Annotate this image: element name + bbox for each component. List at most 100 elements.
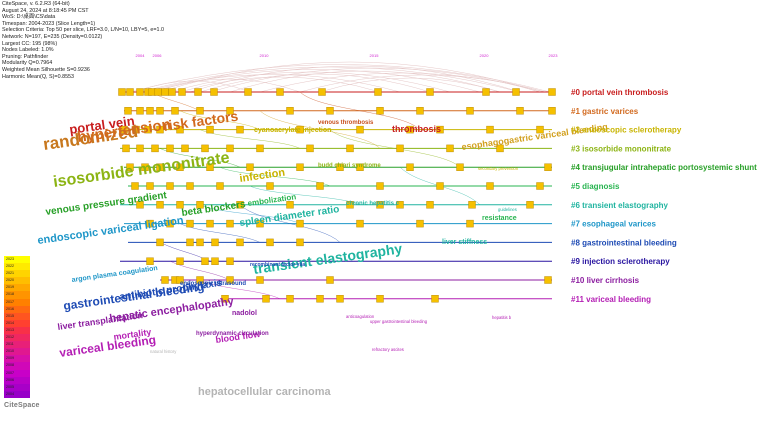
keyword-node — [446, 144, 454, 153]
cooccurrence-link — [259, 110, 381, 149]
legend-year-swatch: 2004 — [4, 390, 30, 398]
cluster-label: #11 variceal bleeding — [571, 295, 651, 304]
keyword-node — [186, 182, 194, 190]
keyword-node — [196, 107, 204, 115]
citespace-logo: CiteSpace — [4, 402, 40, 409]
keyword-label: chronic hepatitis c — [346, 201, 400, 207]
summary-line: Weighted Mean Silhouette S=0.9236 — [2, 66, 90, 73]
keyword-node — [146, 182, 154, 190]
keyword-node — [356, 125, 364, 134]
keyword-node — [226, 219, 234, 228]
legend-year-swatch: 2018 — [4, 291, 30, 299]
keyword-node — [206, 219, 214, 228]
keyword-node — [296, 163, 304, 171]
keyword-node — [176, 257, 184, 265]
citation-arc — [199, 73, 431, 93]
keyword-node — [374, 88, 382, 96]
cluster-label: #10 liver cirrhosis — [571, 276, 640, 285]
keyword-node — [201, 144, 209, 153]
keyword-node — [156, 125, 164, 134]
keyword-node — [144, 125, 152, 134]
keyword-node — [296, 238, 304, 247]
keyword-node — [346, 144, 354, 153]
keyword-node — [211, 238, 219, 247]
keyword-node — [146, 219, 154, 228]
keyword-node — [236, 238, 244, 247]
keyword-node — [226, 144, 234, 153]
keyword-node — [120, 125, 128, 134]
year-tick-label: 2020 — [480, 53, 490, 58]
keyword-label: argon plasma coagulation — [71, 265, 158, 284]
citation-arc — [179, 76, 381, 93]
keyword-node — [166, 182, 174, 190]
legend-year-swatch: 2017 — [4, 298, 30, 306]
cluster-label: #0 portal vein thrombosis — [571, 88, 669, 97]
legend-year-swatch: 2008 — [4, 362, 30, 370]
legend-year-swatch: 2013 — [4, 326, 30, 335]
year-tick-label: 2023 — [549, 53, 559, 58]
keyword-label: infection — [239, 167, 286, 185]
keyword-node — [186, 238, 194, 247]
keyword-node — [244, 88, 252, 96]
summary-line: August 24, 2024 at 8:18:45 PM CST — [2, 7, 89, 14]
keyword-node — [236, 125, 244, 134]
keyword-node — [396, 144, 404, 153]
keyword-node — [176, 201, 184, 209]
keyword-node — [256, 219, 264, 228]
legend-year-swatch: 2011 — [4, 341, 30, 349]
keyword-node — [256, 144, 264, 153]
keyword-node — [206, 163, 214, 171]
keyword-node — [276, 88, 284, 96]
keyword-node — [196, 238, 204, 247]
year-tick-label: 2015 — [370, 53, 380, 58]
keyword-node — [512, 88, 520, 96]
keyword-node — [406, 125, 414, 134]
keyword-node — [171, 107, 179, 115]
keyword-node — [161, 276, 169, 284]
citation-arc — [169, 71, 451, 93]
legend-year-swatch: 2009 — [4, 355, 30, 363]
cluster-label: #4 transjugular intrahepatic portosystem… — [571, 163, 757, 172]
keyword-label: endoscopic ultrasound — [180, 281, 246, 287]
cooccurrence-link — [299, 91, 421, 130]
keyword-label: hepatitis b — [492, 315, 512, 320]
keyword-node — [124, 107, 132, 115]
keyword-node — [336, 295, 344, 303]
keyword-node — [406, 163, 414, 171]
citation-arc — [129, 64, 551, 93]
keyword-label: refractory ascites — [372, 347, 404, 352]
keyword-label: liver stiffness — [442, 239, 487, 246]
keyword-node — [156, 107, 164, 115]
legend-year-swatch: 2014 — [4, 319, 30, 327]
keyword-node — [176, 276, 184, 284]
keyword-node — [296, 125, 304, 134]
keyword-node — [326, 276, 334, 284]
cluster-label: #2 endoscopic sclerotherapy — [571, 126, 682, 135]
keyword-label: anticoagulation — [346, 314, 375, 319]
keyword-label: budd chiari syndrome — [318, 163, 381, 169]
keyword-node — [226, 257, 234, 265]
cooccurrence-link — [199, 204, 301, 224]
cooccurrence-link — [329, 129, 461, 168]
summary-line: Modularity Q=0.7964 — [2, 60, 53, 67]
keyword-node — [286, 107, 294, 115]
keyword-node — [136, 107, 144, 115]
keyword-node — [118, 88, 126, 96]
keyword-node — [376, 182, 384, 190]
keyword-node — [151, 144, 159, 153]
cooccurrence-link — [169, 260, 231, 281]
keyword-label: beta blockers — [181, 199, 247, 219]
summary-line: Pruning: Pathfinder — [2, 53, 49, 60]
keyword-node — [156, 201, 164, 209]
keyword-node — [466, 219, 474, 228]
summary-line: Network: N=197, E=235 (Density=0.0122) — [2, 33, 103, 40]
keyword-node — [221, 295, 229, 303]
keyword-node — [262, 295, 270, 303]
summary-line: Selection Criteria: Top 50 per slice, LR… — [2, 27, 165, 34]
keyword-node — [216, 182, 224, 190]
keyword-node — [466, 107, 474, 115]
keyword-node — [122, 144, 130, 153]
summary-line: Harmonic Mean(Q, S)=0.8553 — [2, 73, 75, 80]
keyword-label: natural history — [150, 349, 177, 354]
keyword-node — [536, 125, 544, 134]
